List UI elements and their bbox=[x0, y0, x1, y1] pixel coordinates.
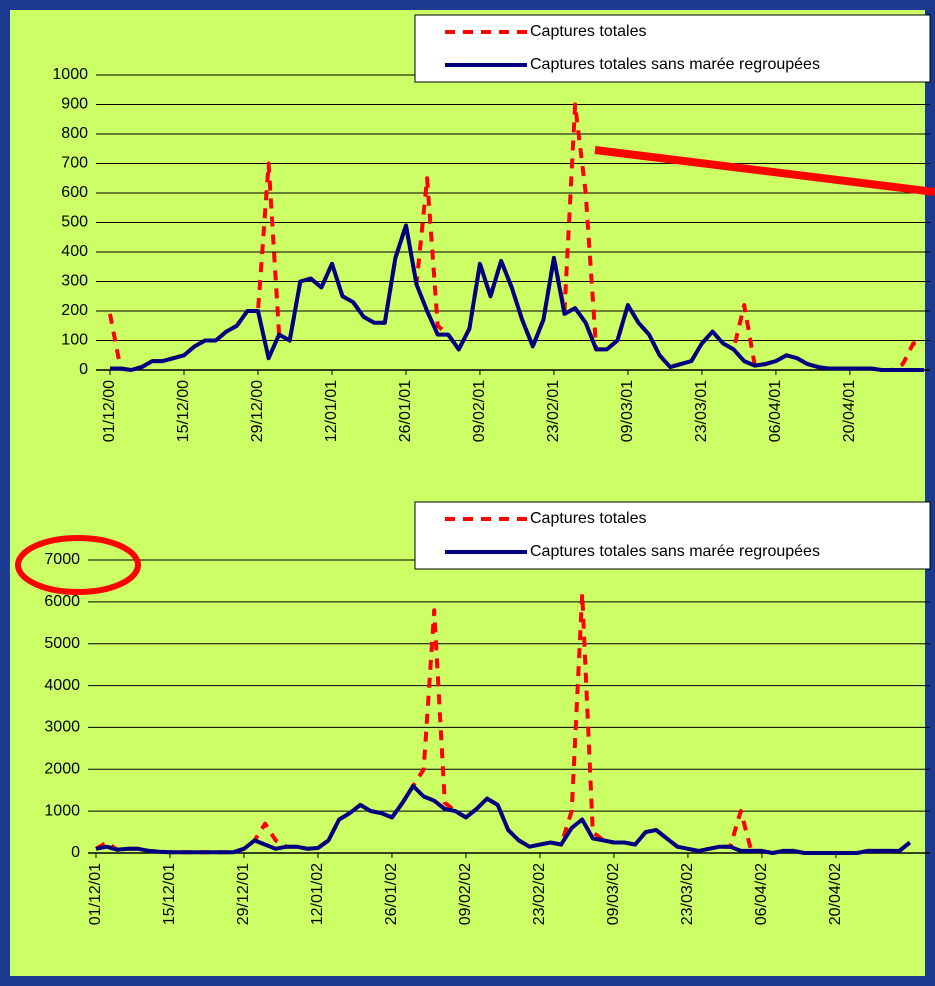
x-tick-label: 06/04/01 bbox=[767, 380, 784, 442]
y-tick-label: 1000 bbox=[44, 802, 80, 819]
chart: 0 1000 2000 3000 4000 5000 6000 7000 01/12/01 15/… bbox=[44, 501, 931, 925]
y-tick-label: 600 bbox=[61, 184, 88, 201]
y-tick-label: 5000 bbox=[44, 635, 80, 652]
legend-label: Captures totales bbox=[530, 23, 647, 40]
y-tick-label: 800 bbox=[61, 125, 88, 142]
x-tick-label: 12/01/01 bbox=[323, 380, 340, 442]
y-tick-label: 3000 bbox=[44, 719, 80, 736]
x-tick-label: 23/02/02 bbox=[531, 863, 548, 925]
x-tick-label: 26/01/02 bbox=[383, 863, 400, 925]
x-tick-label: 06/04/02 bbox=[753, 863, 770, 925]
x-tick-label: 01/12/00 bbox=[101, 380, 118, 442]
y-tick-label: 1000 bbox=[52, 66, 88, 83]
x-tick-label: 01/12/01 bbox=[87, 863, 104, 925]
legend-label: Captures totales sans marée regroupées bbox=[530, 56, 820, 73]
legend-label: Captures totales bbox=[530, 510, 647, 527]
y-tick-label: 400 bbox=[61, 243, 88, 260]
y-tick-label: 100 bbox=[61, 332, 88, 349]
x-tick-label: 09/03/02 bbox=[605, 863, 622, 925]
x-tick-label: 09/03/01 bbox=[619, 380, 636, 442]
y-tick-label: 500 bbox=[61, 214, 88, 231]
y-tick-label: 4000 bbox=[44, 677, 80, 694]
annotation-circle bbox=[15, 535, 141, 595]
y-tick-label: 0 bbox=[71, 844, 80, 861]
x-tick-label: 15/12/00 bbox=[175, 380, 192, 442]
annotation-stroke bbox=[594, 146, 935, 196]
x-tick-label: 23/03/02 bbox=[679, 863, 696, 925]
x-tick-label: 09/02/02 bbox=[457, 863, 474, 925]
y-tick-label: 6000 bbox=[44, 593, 80, 610]
x-tick-label: 29/12/01 bbox=[235, 863, 252, 925]
y-tick-label: 0 bbox=[79, 361, 88, 378]
x-tick-label: 12/01/02 bbox=[309, 863, 326, 925]
x-tick-label: 23/03/01 bbox=[693, 380, 710, 442]
x-tick-label: 20/04/01 bbox=[841, 380, 858, 442]
x-tick-label: 20/04/02 bbox=[827, 863, 844, 925]
x-tick-label: 23/02/01 bbox=[545, 380, 562, 442]
y-tick-label: 7000 bbox=[44, 551, 80, 568]
x-tick-label: 26/01/01 bbox=[397, 380, 414, 442]
data-line bbox=[95, 784, 912, 855]
y-tick-label: 2000 bbox=[44, 761, 80, 778]
y-tick-label: 900 bbox=[61, 96, 88, 113]
y-tick-label: 300 bbox=[61, 273, 88, 290]
slide-background bbox=[10, 10, 925, 976]
y-tick-label: 200 bbox=[61, 302, 88, 319]
chart: 0 100 200 300 400 500 600 700 800 900 1000 01/12/00… bbox=[52, 14, 931, 442]
y-tick-label: 700 bbox=[61, 155, 88, 172]
charts: 0 100 200 300 400 500 600 700 800 900 1000 01/12/00… bbox=[44, 14, 931, 925]
legend-box bbox=[414, 14, 931, 83]
data-line bbox=[110, 223, 924, 372]
legend-label: Captures totales sans marée regroupées bbox=[530, 543, 820, 560]
legend-box bbox=[414, 501, 931, 570]
x-tick-label: 09/02/01 bbox=[471, 380, 488, 442]
x-tick-label: 29/12/00 bbox=[249, 380, 266, 442]
x-tick-label: 15/12/01 bbox=[161, 863, 178, 925]
